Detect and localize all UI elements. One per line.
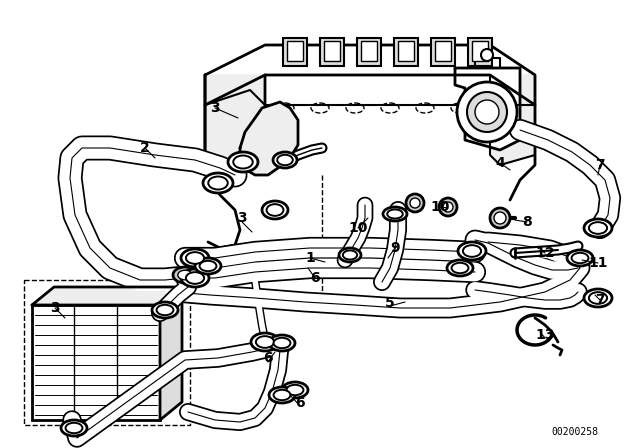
Bar xyxy=(32,305,160,420)
Bar xyxy=(431,38,455,66)
Ellipse shape xyxy=(181,269,209,287)
Polygon shape xyxy=(160,287,182,420)
Ellipse shape xyxy=(584,219,612,237)
Ellipse shape xyxy=(195,258,221,274)
Polygon shape xyxy=(205,75,265,170)
Ellipse shape xyxy=(343,250,357,259)
Text: 10: 10 xyxy=(348,221,368,235)
Ellipse shape xyxy=(339,248,361,262)
Text: 6: 6 xyxy=(263,351,273,365)
Bar xyxy=(324,41,340,61)
Ellipse shape xyxy=(589,222,607,234)
Ellipse shape xyxy=(173,267,197,283)
Ellipse shape xyxy=(262,201,288,219)
Ellipse shape xyxy=(269,387,295,403)
Ellipse shape xyxy=(572,253,588,263)
Ellipse shape xyxy=(251,333,279,351)
Bar xyxy=(24,280,190,425)
Ellipse shape xyxy=(233,155,253,168)
Ellipse shape xyxy=(458,242,486,260)
Text: 5: 5 xyxy=(385,296,395,310)
Circle shape xyxy=(490,208,510,228)
Ellipse shape xyxy=(287,385,303,395)
Ellipse shape xyxy=(282,382,308,398)
Ellipse shape xyxy=(383,207,407,221)
Polygon shape xyxy=(490,75,535,165)
Ellipse shape xyxy=(256,336,274,348)
Text: 00200258: 00200258 xyxy=(552,427,598,437)
Circle shape xyxy=(457,82,517,142)
Ellipse shape xyxy=(208,177,228,190)
Text: 3: 3 xyxy=(50,301,60,315)
Ellipse shape xyxy=(210,178,227,188)
Polygon shape xyxy=(205,45,535,105)
Ellipse shape xyxy=(269,335,295,351)
Ellipse shape xyxy=(178,270,192,280)
Ellipse shape xyxy=(273,390,291,400)
Ellipse shape xyxy=(186,272,204,284)
Text: 6: 6 xyxy=(310,271,320,285)
Ellipse shape xyxy=(186,252,204,264)
Polygon shape xyxy=(32,287,182,305)
Ellipse shape xyxy=(447,260,473,276)
Text: 13: 13 xyxy=(535,328,555,342)
Text: 1: 1 xyxy=(305,251,315,265)
Ellipse shape xyxy=(277,155,293,165)
Circle shape xyxy=(406,194,424,212)
Ellipse shape xyxy=(228,152,258,172)
Text: 10: 10 xyxy=(430,200,450,214)
Ellipse shape xyxy=(157,305,173,315)
Text: 2: 2 xyxy=(140,141,150,155)
Bar xyxy=(287,41,303,61)
Ellipse shape xyxy=(65,423,83,433)
Bar xyxy=(472,41,488,61)
Circle shape xyxy=(475,100,499,124)
Polygon shape xyxy=(240,102,298,175)
Ellipse shape xyxy=(273,152,297,168)
Text: 3: 3 xyxy=(237,211,247,225)
Bar xyxy=(394,38,418,66)
Ellipse shape xyxy=(203,173,233,193)
Text: 7: 7 xyxy=(595,293,605,307)
Text: 11: 11 xyxy=(588,256,608,270)
Circle shape xyxy=(410,198,420,208)
Ellipse shape xyxy=(61,420,87,436)
Bar xyxy=(357,38,381,66)
Ellipse shape xyxy=(181,249,209,267)
Bar xyxy=(361,41,377,61)
Ellipse shape xyxy=(589,292,607,304)
Bar xyxy=(320,38,344,66)
Ellipse shape xyxy=(204,175,232,191)
Bar xyxy=(468,38,492,66)
Ellipse shape xyxy=(387,210,403,219)
Ellipse shape xyxy=(200,261,216,271)
Ellipse shape xyxy=(584,289,612,307)
Circle shape xyxy=(467,92,507,132)
Bar xyxy=(283,38,307,66)
Text: 9: 9 xyxy=(390,241,400,255)
Text: 12: 12 xyxy=(535,246,555,260)
Text: 4: 4 xyxy=(495,156,505,170)
Text: 3: 3 xyxy=(210,101,220,115)
Text: 8: 8 xyxy=(522,215,532,229)
Ellipse shape xyxy=(152,302,178,318)
Polygon shape xyxy=(455,68,520,150)
Ellipse shape xyxy=(567,250,593,266)
Ellipse shape xyxy=(452,263,468,273)
Text: 6: 6 xyxy=(295,396,305,410)
Ellipse shape xyxy=(266,204,284,216)
Circle shape xyxy=(439,198,457,216)
Bar xyxy=(398,41,414,61)
Ellipse shape xyxy=(463,245,481,257)
Text: 7: 7 xyxy=(595,158,605,172)
Ellipse shape xyxy=(273,338,291,348)
Circle shape xyxy=(443,202,453,212)
Bar xyxy=(435,41,451,61)
Circle shape xyxy=(494,212,506,224)
Circle shape xyxy=(481,49,493,61)
